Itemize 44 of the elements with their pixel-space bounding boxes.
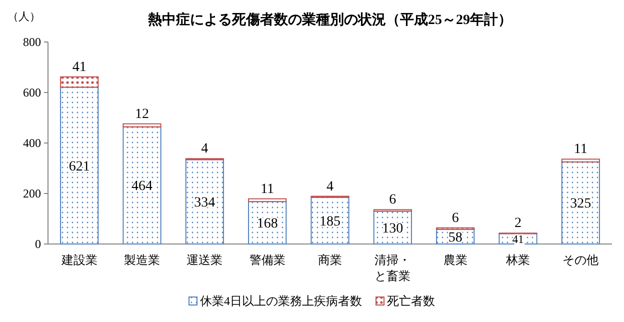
y-tick-label: 800: [23, 35, 41, 49]
data-label: 464: [132, 179, 152, 194]
data-label: 168: [256, 216, 278, 232]
data-label: 11: [574, 142, 588, 158]
data-label: 41: [512, 232, 524, 246]
data-label: 4: [326, 179, 334, 194]
data-label: 130: [382, 221, 404, 236]
data-label: 4: [201, 142, 208, 157]
legend-label: 死亡者数: [387, 294, 435, 308]
bar: [185, 159, 224, 244]
data-label: 11: [260, 182, 274, 197]
y-tick-label: 600: [23, 86, 41, 100]
bar: [60, 76, 99, 88]
x-tick-label: 林業: [505, 253, 530, 267]
data-label: 185: [320, 214, 340, 230]
x-tick-label: 農業: [443, 253, 468, 267]
bar: [60, 86, 99, 244]
data-label: 621: [68, 159, 90, 174]
bar: [248, 198, 287, 202]
y-tick-label: 400: [23, 136, 41, 150]
x-tick-label: 清掃・と畜業: [374, 253, 411, 283]
x-tick-label: 製造業: [124, 253, 160, 267]
bar: [122, 126, 162, 244]
data-label: 58: [448, 230, 462, 246]
x-tick-label: 商業: [318, 253, 342, 267]
data-label: 325: [570, 196, 592, 212]
x-tick-label: 運送業: [186, 253, 223, 267]
chart-title: 熱中症による死傷者数の業種別の状況（平成25～29年計）: [147, 11, 512, 28]
bar: [561, 161, 600, 244]
bar: [122, 123, 162, 128]
data-label: 41: [72, 60, 86, 75]
data-label: 2: [514, 216, 522, 232]
x-tick-label: その他: [562, 253, 599, 267]
x-tick-label: 警備業: [249, 253, 286, 267]
y-tick-label: 0: [35, 237, 41, 251]
data-label: 12: [135, 106, 149, 122]
x-tick-label: 建設業: [60, 253, 98, 267]
data-label: 6: [389, 192, 396, 208]
data-label: 6: [452, 210, 459, 226]
data-label: 334: [194, 196, 216, 211]
y-tick-label: 200: [23, 186, 41, 200]
y-axis-title: （人）: [8, 11, 40, 23]
legend-label: 休業4日以上の業務上疾病者数: [200, 294, 362, 308]
bar: [561, 158, 600, 162]
